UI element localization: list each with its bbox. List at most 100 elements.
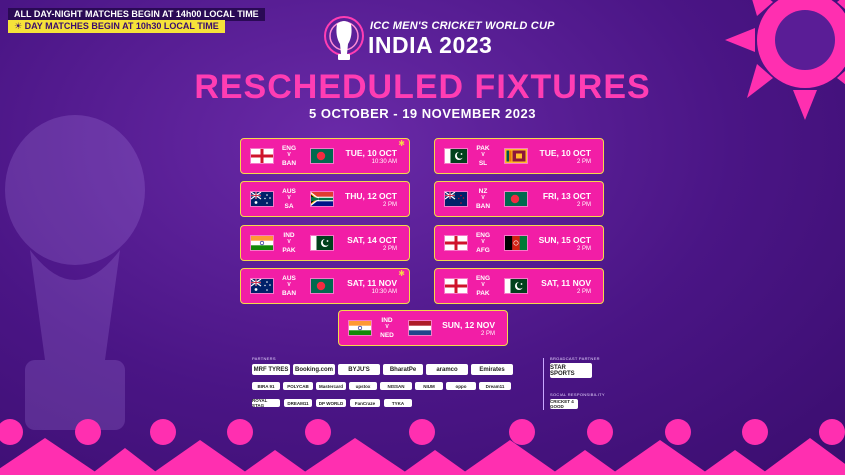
sponsor-logo: TYKA xyxy=(384,399,412,407)
sponsor-logo: BIRA 91 xyxy=(252,382,280,390)
page-title: RESCHEDULED FIXTURES xyxy=(194,68,651,106)
ban-flag-icon xyxy=(310,278,334,294)
sponsor-logo: Mastercard xyxy=(316,382,346,390)
eng-flag-icon xyxy=(444,235,468,251)
afg-flag-icon xyxy=(504,235,528,251)
fixture-date: TUE, 10 OCT xyxy=(345,147,397,158)
ind-flag-icon xyxy=(348,320,372,336)
sa-flag-icon xyxy=(310,191,334,207)
partners-label: PARTNERS xyxy=(252,356,276,361)
fixture-schedule: THU, 12 OCT 2 PM xyxy=(337,191,409,208)
bottom-pattern-decoration xyxy=(0,419,845,475)
fixture-card: NZ V BAN FRI, 13 OCT 2 PM xyxy=(434,181,604,217)
social-responsibility-logo: CRICKET 4 GOOD xyxy=(550,399,578,409)
sponsor-logo: ROYAL STAG xyxy=(252,398,280,408)
pak-flag-icon xyxy=(444,148,468,164)
sponsor-logo: upstox xyxy=(349,382,377,390)
versus-label: V xyxy=(287,195,291,202)
fixture-teams: AUS V SA xyxy=(277,188,301,211)
home-team: IND xyxy=(283,231,295,239)
fixture-schedule: SUN, 12 NOV 2 PM xyxy=(435,320,507,337)
fixture-teams: IND V PAK xyxy=(277,232,301,255)
fixture-time: 2 PM xyxy=(576,158,591,165)
home-team: ENG xyxy=(475,231,491,239)
fixture-date: SUN, 12 NOV xyxy=(442,319,495,330)
nz-flag-icon xyxy=(444,191,468,207)
fixture-schedule: SAT, 11 NOV 10:30 AM xyxy=(337,278,409,295)
fixture-teams: IND V NED xyxy=(375,317,399,340)
sl-flag-icon xyxy=(504,148,528,164)
eng-flag-icon xyxy=(444,278,468,294)
broadcast-partner-logo: STAR SPORTS xyxy=(550,363,592,378)
fixture-time: 2 PM xyxy=(576,201,591,208)
fixture-schedule: SAT, 14 OCT 2 PM xyxy=(337,235,409,252)
fixture-card: IND V PAK SAT, 14 OCT 2 PM xyxy=(240,225,410,261)
fixture-schedule: SUN, 15 OCT 2 PM xyxy=(531,235,603,252)
ned-flag-icon xyxy=(408,320,432,336)
versus-label: V xyxy=(287,152,291,159)
fixture-teams: NZ V BAN xyxy=(471,188,495,211)
social-responsibility-label: SOCIAL RESPONSIBILITY xyxy=(550,392,605,397)
fixture-card: AUS V BAN SAT, 11 NOV 10:30 AM ✱ xyxy=(240,268,410,304)
versus-label: V xyxy=(287,282,291,289)
versus-label: V xyxy=(481,239,485,246)
fixture-date: SAT, 14 OCT xyxy=(347,234,397,245)
ind-flag-icon xyxy=(250,235,274,251)
sponsor-logo: DREAM11 xyxy=(284,399,312,407)
fixture-time: 10:30 AM xyxy=(371,288,397,295)
fixture-time: 2 PM xyxy=(576,288,591,295)
ban-flag-icon xyxy=(310,148,334,164)
eng-flag-icon xyxy=(250,148,274,164)
sponsor-logo: NIUM xyxy=(415,382,443,390)
aus-flag-icon xyxy=(250,278,274,294)
fixture-teams: ENG V AFG xyxy=(471,232,495,255)
sponsor-logo: oppo xyxy=(446,382,476,390)
fixture-schedule: SAT, 11 NOV 2 PM xyxy=(531,278,603,295)
sponsor-logo: aramco xyxy=(426,364,468,375)
home-team: NZ xyxy=(478,187,488,195)
away-team: AFG xyxy=(476,246,490,254)
fixture-card: ENG V AFG SUN, 15 OCT 2 PM xyxy=(434,225,604,261)
world-cup-trophy-logo-icon xyxy=(324,16,364,60)
fixture-card: ENG V BAN TUE, 10 OCT 10:30 AM ✱ xyxy=(240,138,410,174)
fixture-schedule: TUE, 10 OCT 10:30 AM xyxy=(337,148,409,165)
away-team: PAK xyxy=(476,289,490,297)
sponsor-logo: MRF TYRES xyxy=(252,364,290,375)
day-match-notice: ☀ DAY MATCHES BEGIN AT 10h30 LOCAL TIME xyxy=(8,20,225,33)
host-title: INDIA 2023 xyxy=(368,32,493,58)
sponsor-logo: POLYCAB xyxy=(283,382,313,390)
versus-label: V xyxy=(481,282,485,289)
home-team: AUS xyxy=(282,274,296,282)
fixture-date: TUE, 10 OCT xyxy=(539,147,591,158)
sponsor-logo: Dream11 xyxy=(479,382,511,390)
sponsor-divider xyxy=(543,358,544,410)
away-team: BAN xyxy=(281,159,297,167)
sponsor-logo: BharatPe xyxy=(383,364,423,375)
sponsor-logo: DP WORLD xyxy=(316,399,346,407)
away-team: BAN xyxy=(281,289,297,297)
pak-flag-icon xyxy=(504,278,528,294)
fixture-card: AUS V SA THU, 12 OCT 2 PM xyxy=(240,181,410,217)
day-match-star-icon: ✱ xyxy=(398,139,405,148)
fixture-card: IND V NED SUN, 12 NOV 2 PM xyxy=(338,310,508,346)
versus-label: V xyxy=(481,195,485,202)
fixture-card: ENG V PAK SAT, 11 NOV 2 PM xyxy=(434,268,604,304)
home-team: PAK xyxy=(476,144,490,152)
broadcast-partner-label: BROADCAST PARTNER xyxy=(550,356,600,361)
ban-flag-icon xyxy=(504,191,528,207)
fixture-date: THU, 12 OCT xyxy=(345,190,397,201)
fixture-teams: ENG V BAN xyxy=(277,145,301,168)
fixture-teams: PAK V SL xyxy=(471,145,495,168)
fixture-date: FRI, 13 OCT xyxy=(542,190,591,201)
fixture-date: SAT, 11 NOV xyxy=(541,277,591,288)
fixture-teams: ENG V PAK xyxy=(471,275,495,298)
sponsor-logo: NISSAN xyxy=(380,382,412,390)
fixture-schedule: FRI, 13 OCT 2 PM xyxy=(531,191,603,208)
fixture-card: PAK V SL TUE, 10 OCT 2 PM xyxy=(434,138,604,174)
away-team: PAK xyxy=(282,246,296,254)
versus-label: V xyxy=(287,239,291,246)
fixture-time: 2 PM xyxy=(480,330,495,337)
aus-flag-icon xyxy=(250,191,274,207)
tournament-dates: 5 OCTOBER - 19 NOVEMBER 2023 xyxy=(309,106,536,121)
away-team: SA xyxy=(284,202,294,210)
